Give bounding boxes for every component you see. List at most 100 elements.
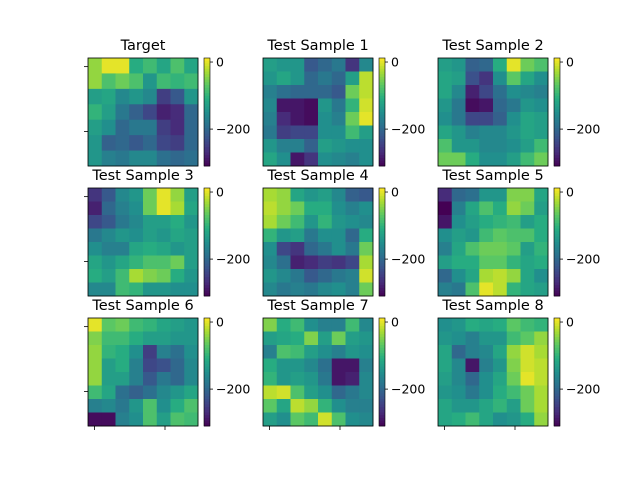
colorbar-segment [554, 136, 560, 140]
heatmap-cell [304, 152, 319, 167]
colorbar-segment [554, 155, 560, 159]
heatmap-cell [520, 412, 535, 427]
colorbar-segment [554, 401, 560, 405]
colorbar-segment [379, 320, 385, 324]
heatmap-cell [479, 385, 494, 400]
colorbar-segment [204, 250, 210, 254]
heatmap-cell [143, 73, 158, 90]
colorbar-segment [379, 263, 385, 267]
heatmap-cell [345, 331, 360, 346]
colorbar-segment [204, 318, 210, 322]
colorbar-segment [554, 82, 560, 86]
heatmap-cell [534, 282, 549, 297]
colorbar-segment [554, 76, 560, 80]
heatmap-cell [520, 125, 535, 140]
colorbar-segment [554, 68, 560, 72]
colorbar-segment [554, 358, 560, 362]
heatmap-cell [143, 150, 158, 167]
colorbar-segment [379, 58, 385, 62]
colorbar-segment [554, 206, 560, 210]
panel-title: Test Sample 3 [91, 168, 193, 184]
heatmap-cell [479, 242, 494, 256]
colorbar-segment [554, 95, 560, 99]
heatmap-cell [115, 150, 130, 167]
heatmap-cell [345, 58, 360, 72]
heatmap-cell [534, 318, 549, 332]
colorbar-segment [554, 106, 560, 110]
colorbar-segment [204, 147, 210, 151]
heatmap-cell [184, 385, 199, 400]
colorbar-segment [204, 361, 210, 365]
heatmap-cell [479, 85, 494, 99]
colorbar-segment [379, 353, 385, 357]
colorbar-frame [553, 317, 561, 427]
colorbar-segment [554, 63, 560, 67]
colorbar-segment [554, 363, 560, 367]
heatmap-cell [304, 412, 319, 427]
colorbar-segment [554, 339, 560, 343]
colorbar-segment [554, 250, 560, 254]
colorbar-segment [554, 361, 560, 365]
heatmap-cell [290, 372, 305, 386]
heatmap-cell [506, 358, 521, 373]
colorbar-segment [554, 93, 560, 97]
heatmap-cell [479, 228, 494, 243]
heatmap-cell [465, 255, 480, 270]
colorbar-segment [204, 417, 210, 421]
colorbar-segment [554, 287, 560, 291]
heatmap-cell [506, 125, 521, 140]
heatmap-cell [331, 345, 346, 359]
colorbar-segment [379, 66, 385, 70]
colorbar-frame [203, 317, 211, 427]
heatmap-cell [184, 282, 199, 297]
colorbar-tick-label: −200 [216, 122, 250, 137]
colorbar-segment [379, 82, 385, 86]
colorbar-segment [204, 247, 210, 251]
colorbar-segment [204, 122, 210, 126]
heatmap-cell [479, 201, 494, 216]
heatmap-cell [143, 412, 158, 427]
heatmap-cell [506, 139, 521, 153]
heatmap-panel-4: Test Sample 4 0 −200 [262, 168, 425, 297]
heatmap-cell [359, 139, 374, 153]
heatmap-cell [359, 152, 374, 167]
heatmap-cell [479, 139, 494, 153]
heatmap-cell [345, 201, 360, 216]
heatmap-cell [276, 201, 291, 216]
colorbar-segment [379, 190, 385, 194]
heatmap-cell [520, 152, 535, 167]
heatmap-cell [129, 135, 144, 151]
panel-title: Test Sample 8 [441, 298, 543, 314]
heatmap-cell [493, 282, 508, 297]
heatmap-cell [479, 152, 494, 167]
heatmap-cell [115, 215, 130, 229]
colorbar-segment [379, 355, 385, 359]
heatmap-cell [170, 412, 185, 427]
axes-frame [87, 187, 199, 297]
colorbar-segment [379, 71, 385, 75]
heatmap-cell [318, 98, 333, 113]
heatmap-cell [263, 98, 278, 113]
heatmap-cell [359, 385, 374, 400]
heatmap-cell [88, 104, 103, 121]
colorbar-segment [554, 320, 560, 324]
heatmap-cell [156, 58, 171, 74]
heatmap-cell [101, 345, 116, 359]
heatmap-cell [520, 85, 535, 99]
colorbar-segment [204, 390, 210, 394]
heatmap-cell [465, 412, 480, 427]
colorbar-segment [379, 290, 385, 294]
heatmap-cell [359, 345, 374, 359]
heatmap-cell [318, 282, 333, 297]
colorbar-segment [379, 250, 385, 254]
heatmap-cell [184, 269, 199, 283]
colorbar-segment [204, 68, 210, 72]
heatmap-cell [331, 188, 346, 202]
colorbar-segment [204, 87, 210, 91]
heatmap-cell [156, 399, 171, 413]
heatmap-cell [276, 399, 291, 413]
heatmap-cell [345, 399, 360, 413]
colorbar-segment [554, 247, 560, 251]
colorbar-segment [554, 225, 560, 229]
colorbar-segment [554, 152, 560, 156]
